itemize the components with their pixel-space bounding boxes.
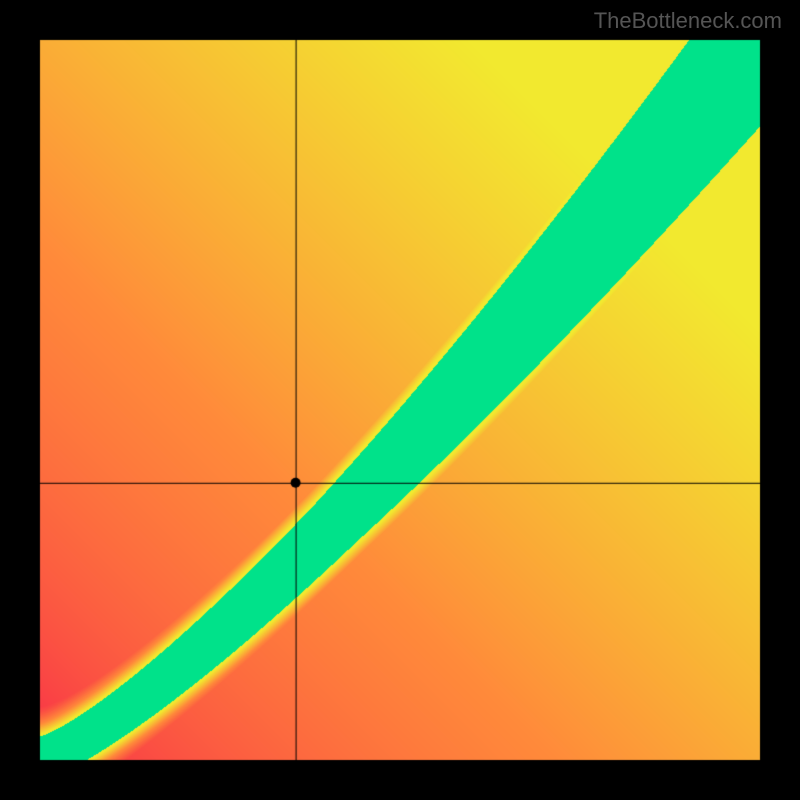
bottleneck-heatmap-canvas — [0, 0, 800, 800]
chart-container: TheBottleneck.com — [0, 0, 800, 800]
watermark-label: TheBottleneck.com — [594, 8, 782, 34]
